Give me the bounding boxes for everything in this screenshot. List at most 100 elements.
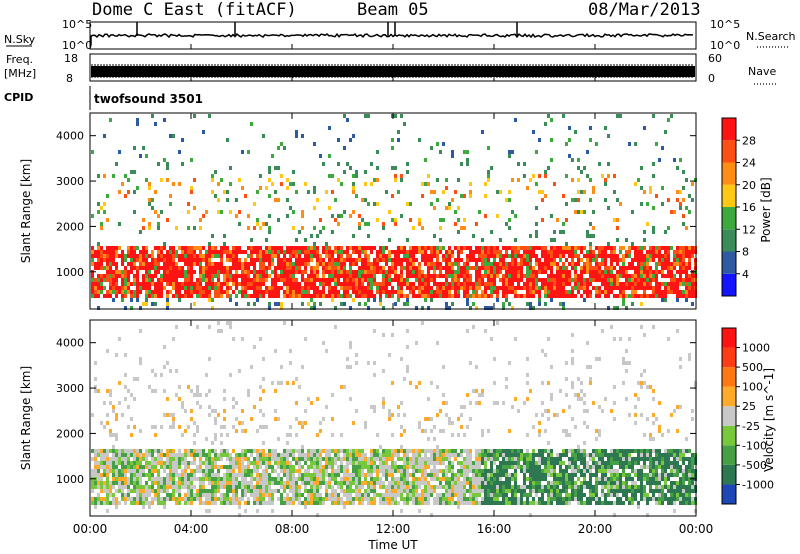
data-cell xyxy=(295,457,298,461)
data-cell xyxy=(106,493,109,497)
data-cell xyxy=(562,250,565,254)
data-cell xyxy=(115,473,118,477)
data-cell xyxy=(574,210,577,214)
data-cell xyxy=(649,278,652,282)
data-cell xyxy=(115,274,118,278)
data-cell xyxy=(448,461,451,465)
data-cell xyxy=(232,250,235,254)
data-cell xyxy=(166,166,169,170)
data-cell xyxy=(454,449,457,453)
data-cell xyxy=(577,278,580,282)
data-cell xyxy=(247,389,250,393)
data-cell xyxy=(415,497,418,501)
data-cell xyxy=(226,246,229,250)
data-cell xyxy=(274,274,277,278)
data-cell xyxy=(427,174,430,178)
data-cell xyxy=(142,489,145,493)
data-cell xyxy=(433,278,436,282)
data-cell xyxy=(235,254,238,258)
data-cell xyxy=(313,206,316,210)
data-cell xyxy=(169,250,172,254)
data-cell xyxy=(214,294,217,298)
data-cell xyxy=(415,501,418,505)
data-cell xyxy=(349,214,352,218)
data-cell xyxy=(649,190,652,194)
data-cell xyxy=(223,274,226,278)
data-cell xyxy=(466,477,469,481)
data-cell xyxy=(274,481,277,485)
data-cell xyxy=(145,286,148,290)
data-cell xyxy=(157,250,160,254)
data-cell xyxy=(394,449,397,453)
data-cell xyxy=(133,485,136,489)
data-cell xyxy=(139,230,142,234)
data-cell xyxy=(562,274,565,278)
data-cell xyxy=(217,485,220,489)
data-cell xyxy=(106,274,109,278)
data-cell xyxy=(331,465,334,469)
data-cell xyxy=(451,250,454,254)
data-cell xyxy=(124,481,127,485)
data-cell xyxy=(385,290,388,294)
data-cell xyxy=(463,481,466,485)
data-cell xyxy=(367,361,370,365)
data-cell xyxy=(151,453,154,457)
data-cell xyxy=(421,449,424,453)
data-cell xyxy=(361,469,364,473)
data-cell xyxy=(373,178,376,182)
data-cell xyxy=(343,469,346,473)
data-cell xyxy=(208,481,211,485)
data-cell xyxy=(463,493,466,497)
data-cell xyxy=(559,270,562,274)
data-cell xyxy=(496,286,499,290)
data-cell xyxy=(271,282,274,286)
data-cell xyxy=(124,266,127,270)
data-cell xyxy=(97,389,100,393)
data-cell xyxy=(277,461,280,465)
data-cell xyxy=(337,481,340,485)
data-cell xyxy=(484,262,487,266)
data-cell xyxy=(457,230,460,234)
data-cell xyxy=(277,258,280,262)
data-cell xyxy=(151,278,154,282)
data-cell xyxy=(355,497,358,501)
data-cell xyxy=(295,485,298,489)
data-cell xyxy=(115,290,118,294)
data-cell xyxy=(448,266,451,270)
data-cell xyxy=(106,218,109,222)
data-cell xyxy=(172,270,175,274)
data-cell xyxy=(541,250,544,254)
data-cell xyxy=(319,449,322,453)
data-cell xyxy=(478,465,481,469)
data-cell xyxy=(481,453,484,457)
data-cell xyxy=(361,258,364,262)
data-cell xyxy=(373,270,376,274)
data-cell xyxy=(325,469,328,473)
data-cell xyxy=(424,477,427,481)
data-cell xyxy=(406,250,409,254)
data-cell xyxy=(178,290,181,294)
data-cell xyxy=(679,278,682,282)
data-cell xyxy=(478,485,481,489)
data-cell xyxy=(481,477,484,481)
data-cell xyxy=(496,190,499,194)
data-cell xyxy=(673,210,676,214)
data-cell xyxy=(679,262,682,266)
data-cell xyxy=(394,465,397,469)
data-cell xyxy=(463,278,466,282)
data-cell xyxy=(457,453,460,457)
data-cell xyxy=(154,489,157,493)
data-cell xyxy=(91,214,94,218)
data-cell xyxy=(424,286,427,290)
data-cell xyxy=(688,286,691,290)
data-cell xyxy=(583,246,586,250)
data-cell xyxy=(385,270,388,274)
data-cell xyxy=(451,469,454,473)
colorbar-tick-label: 8 xyxy=(742,246,749,259)
data-cell xyxy=(253,266,256,270)
data-cell xyxy=(301,286,304,290)
data-cell xyxy=(238,497,241,501)
data-cell xyxy=(217,477,220,481)
data-cell xyxy=(214,485,217,489)
data-cell xyxy=(271,294,274,298)
